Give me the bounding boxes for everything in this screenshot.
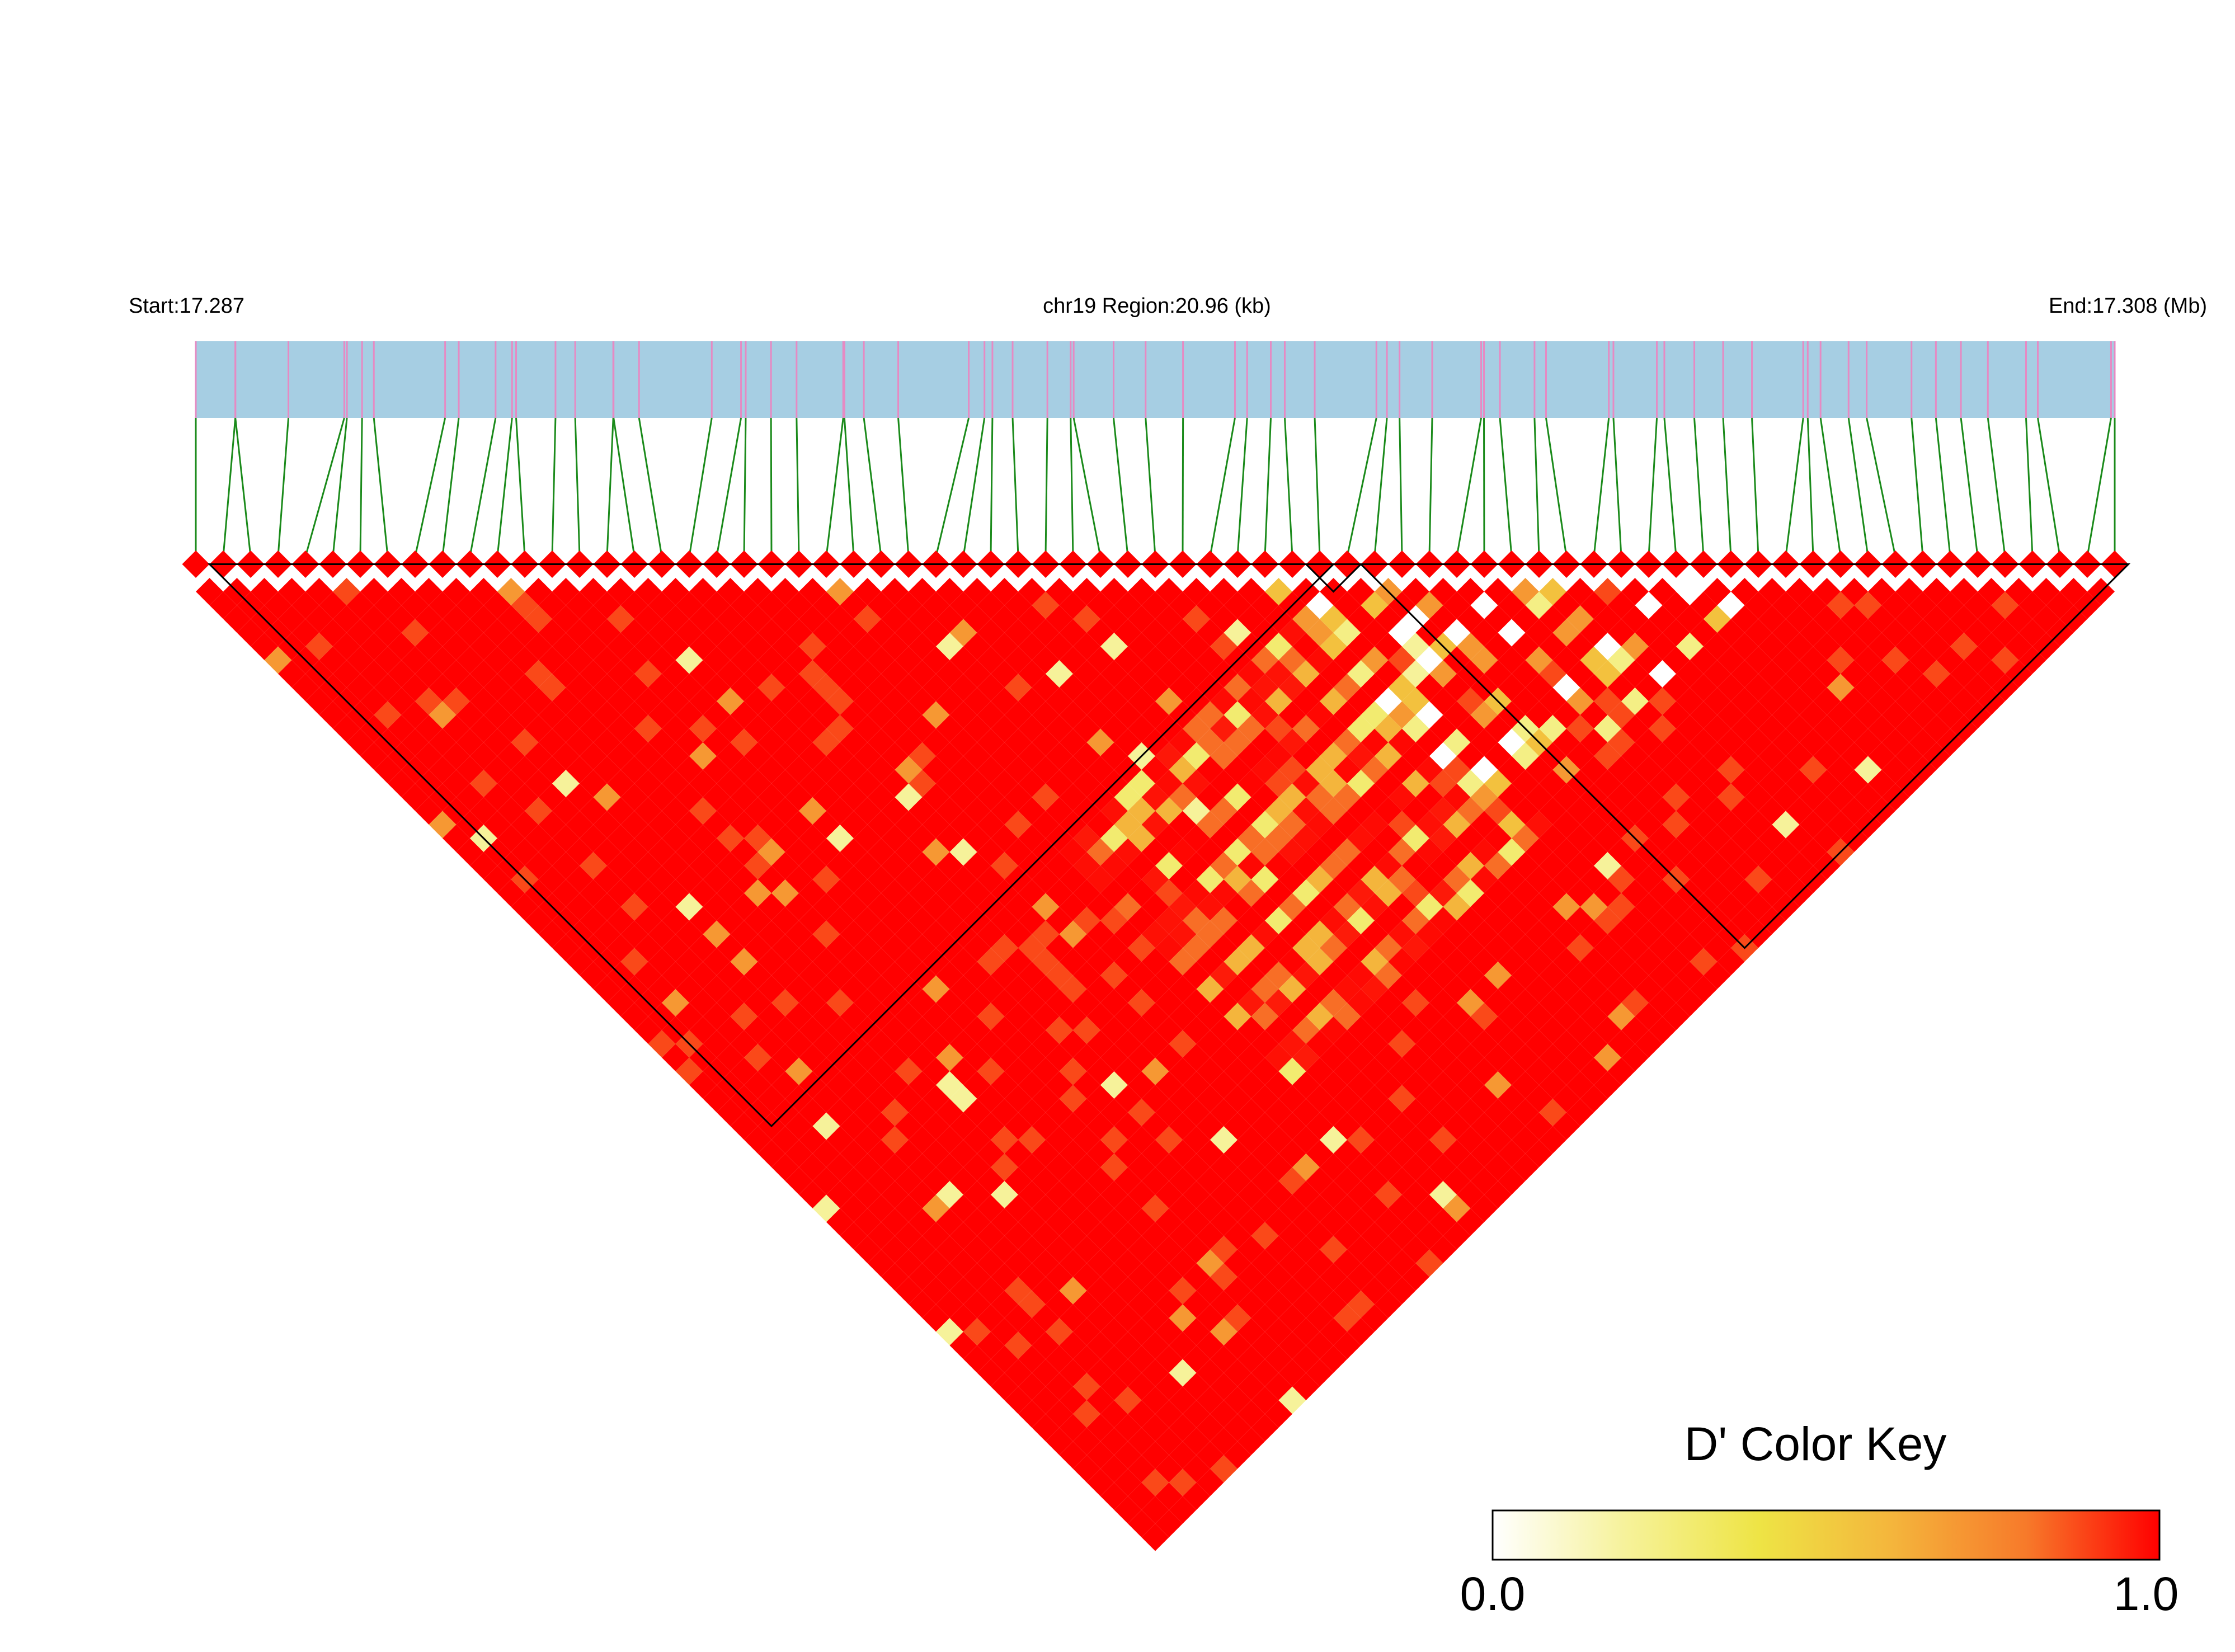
snp-connector [1070, 417, 1074, 557]
snp-position-ticks [195, 341, 2116, 418]
snp-connector [1911, 417, 1924, 557]
haplotype-block [1358, 563, 2131, 949]
snp-connector [1593, 417, 1610, 557]
snp-connector [1499, 417, 1513, 557]
snp-connector [716, 417, 742, 557]
snp-connector [1785, 417, 1804, 557]
snp-connector [1236, 417, 1248, 557]
snp-connector [1399, 417, 1403, 557]
snp-connector [897, 417, 910, 557]
snp-connector [863, 417, 882, 557]
color-key-title: D' Color Key [1685, 1418, 1947, 1470]
snp-connector [1044, 417, 1048, 557]
snp-connector [1960, 417, 1979, 557]
snp-connector [1145, 417, 1156, 557]
snp-connector [962, 417, 986, 557]
snp-connector [359, 417, 363, 557]
snp-connector [1346, 417, 1377, 557]
snp-connector [1113, 417, 1129, 557]
region-end-label: End:17.308 (Mb) [2049, 294, 2207, 318]
snp-connector [1209, 417, 1236, 557]
snp-connector [606, 417, 614, 557]
snp-connector [469, 417, 497, 557]
snp-connector [1373, 417, 1388, 557]
snp-connector [1264, 417, 1272, 557]
snp-connector [1011, 417, 1019, 557]
snp-connector [222, 417, 237, 557]
snp-connector [1648, 417, 1658, 557]
snp-connector [1987, 417, 2006, 557]
snp-marker [182, 550, 210, 578]
snp-connector [1428, 417, 1433, 557]
snp-connector [1456, 417, 1483, 557]
snp-connector [1722, 417, 1732, 557]
snp-connector [1612, 417, 1622, 557]
snp-connector [574, 417, 581, 557]
haplotype-block [207, 563, 1336, 1128]
snp-connector [1935, 417, 1951, 557]
snp-connector [1806, 417, 1814, 557]
snp-connector [688, 417, 713, 557]
snp-connector [2037, 417, 2061, 557]
snp-connector [1283, 417, 1293, 557]
color-key-max-label: 1.0 [2114, 1568, 2179, 1620]
snp-connector [332, 417, 348, 557]
snp-connector [2025, 417, 2034, 557]
snp-connector-lines [195, 417, 2116, 557]
snp-connector [1533, 417, 1540, 557]
haplotype-block [1304, 563, 1363, 593]
snp-connector [935, 417, 970, 557]
snp-connector [1072, 417, 1102, 557]
snp-connector [796, 417, 800, 557]
snp-connector [496, 417, 513, 557]
snp-connector [441, 417, 460, 557]
ld-heatmap [182, 550, 2129, 1551]
region-size-label: chr19 Region:20.96 (kb) [1043, 294, 1271, 318]
snp-connector [234, 417, 252, 557]
haplotype-block-outlines [207, 563, 2131, 1128]
snp-connector [414, 417, 446, 557]
color-key-min-label: 0.0 [1460, 1568, 1526, 1620]
snp-connector [1314, 417, 1321, 557]
snp-connector [1693, 417, 1705, 557]
snp-connector [551, 417, 557, 557]
snp-connector [1866, 417, 1897, 557]
snp-connector [515, 417, 526, 557]
snp-connector [990, 417, 994, 557]
snp-connector [613, 417, 636, 557]
snp-connector [1819, 417, 1842, 557]
snp-connector [304, 417, 345, 557]
snp-connector [1847, 417, 1869, 557]
snp-connector [1751, 417, 1759, 557]
region-start-label: Start:17.287 [129, 294, 244, 318]
snp-connector [373, 417, 389, 557]
snp-connector [843, 417, 855, 557]
color-key-bar [1491, 1509, 2161, 1561]
snp-connector [638, 417, 663, 557]
snp-connector [1663, 417, 1677, 557]
snp-connector [277, 417, 290, 557]
snp-connector [1545, 417, 1568, 557]
snp-connector [2086, 417, 2112, 557]
snp-connector [743, 417, 747, 557]
region-track [196, 341, 2115, 418]
snp-connector [825, 417, 844, 557]
